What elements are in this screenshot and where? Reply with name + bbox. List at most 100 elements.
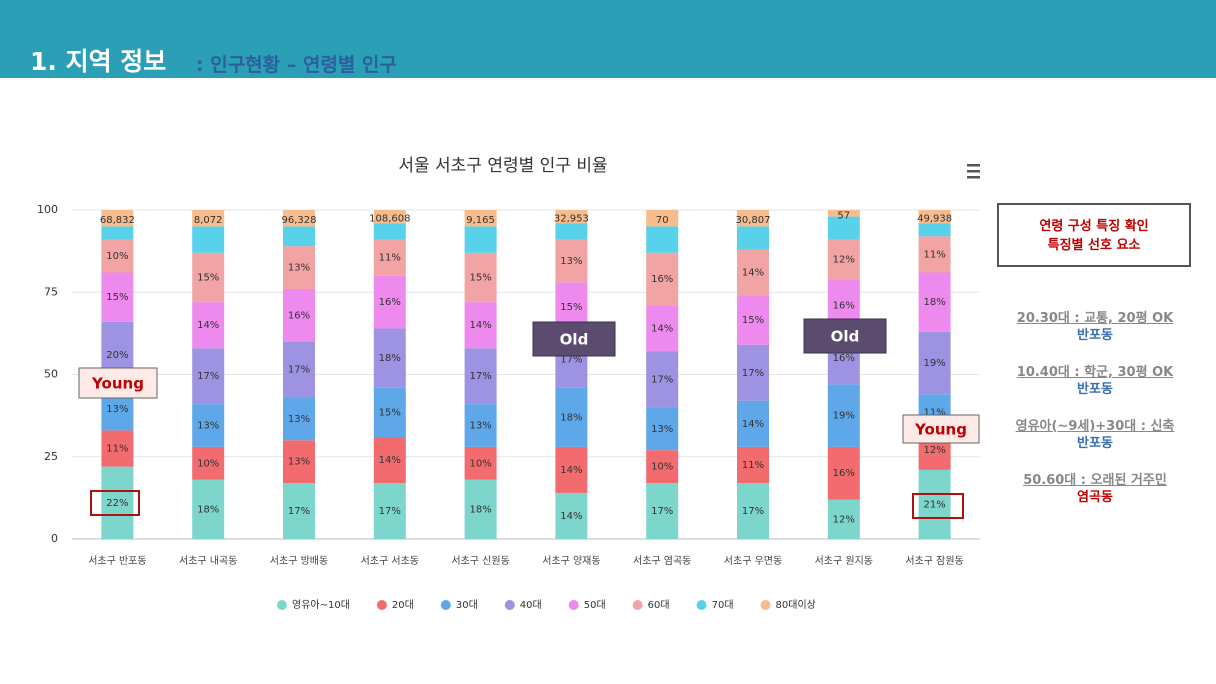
data-label: 20%	[106, 350, 128, 361]
bar-segment	[827, 499, 860, 539]
bar-segment	[464, 446, 497, 480]
bar-segment	[918, 210, 951, 224]
bar-segment	[373, 210, 406, 224]
note-text: 20.30대 : 교통, 20평 OK	[1016, 311, 1174, 326]
bar-segment	[101, 466, 134, 539]
data-label: 17%	[742, 506, 764, 517]
bar-segment	[737, 400, 769, 447]
data-label: 13%	[197, 420, 219, 431]
bar-segment	[283, 397, 315, 441]
bar-segment	[373, 239, 406, 276]
header-subtitle: : 인구현황 – 연령별 인구	[196, 54, 397, 76]
legend-swatch	[504, 600, 515, 610]
bar-segment	[646, 305, 679, 352]
data-label: 10%	[106, 251, 128, 262]
bar-segment	[737, 226, 769, 250]
legend-label: 60대	[648, 599, 670, 611]
note: 10.40대 : 학군, 30평 OK 반포동	[1000, 364, 1190, 398]
data-label: 17%	[379, 506, 401, 517]
total-label: 30,807	[736, 215, 771, 226]
data-label: 14%	[560, 511, 582, 522]
data-label: 12%	[833, 514, 855, 525]
bar-segment	[283, 440, 315, 484]
x-tick-label: 서초구 양재동	[542, 555, 600, 567]
bar-segment	[737, 483, 769, 539]
annotation-box	[78, 367, 158, 399]
data-label: 18%	[197, 504, 219, 515]
annotation: Old	[831, 328, 860, 346]
data-label: 12%	[833, 254, 855, 265]
bar-segment	[101, 226, 134, 240]
data-label: 14%	[197, 320, 219, 331]
data-label: 18%	[469, 504, 491, 515]
bar-segment	[192, 302, 225, 349]
y-tick-label: 75	[44, 285, 58, 298]
bar-segment	[283, 288, 315, 342]
menu-icon[interactable]	[967, 164, 980, 179]
bar-segment	[555, 210, 588, 224]
legend-swatch	[277, 600, 287, 610]
total-label: 70	[656, 215, 669, 226]
bar-segment	[373, 223, 406, 240]
bar-segment	[192, 210, 225, 227]
note: 영유아(~9세)+30대 : 신축 반포동	[1000, 418, 1190, 452]
x-tick-label: 서초구 방배동	[270, 555, 328, 567]
bar-segment	[373, 328, 406, 388]
bar-segment	[918, 236, 951, 273]
legend-label: 70대	[712, 599, 734, 611]
data-label: 10%	[469, 458, 491, 469]
y-tick-label: 50	[44, 368, 58, 381]
bar-segment	[555, 239, 588, 283]
data-label: 15%	[560, 302, 582, 313]
total-label: 49,938	[917, 214, 952, 225]
data-label: 14%	[560, 465, 582, 476]
legend-label: 30대	[456, 599, 478, 611]
x-tick-label: 서초구 원지동	[815, 555, 873, 567]
bar-segment	[283, 483, 315, 539]
highlight-box	[90, 490, 140, 516]
data-label: 13%	[651, 424, 673, 435]
legend-label: 20대	[392, 599, 414, 611]
data-label: 13%	[106, 404, 128, 415]
data-label: 11%	[923, 407, 945, 418]
bar-segment	[737, 446, 769, 484]
bar-segment	[101, 272, 134, 322]
bar-segment	[192, 348, 225, 405]
data-label: 14%	[469, 320, 491, 331]
bar-segment	[101, 210, 134, 227]
bar-segment	[918, 469, 951, 539]
data-label: 19%	[923, 358, 945, 369]
data-label: 13%	[288, 263, 310, 274]
note-area: 염곡동	[1077, 490, 1113, 505]
bar-segment	[373, 483, 406, 539]
data-label: 18%	[379, 353, 401, 364]
x-tick-label: 서초구 잠원동	[905, 555, 963, 567]
bar-segment	[646, 351, 679, 408]
data-label: 13%	[288, 414, 310, 425]
data-label: 14%	[742, 419, 764, 430]
bar-segment	[373, 387, 406, 438]
y-tick-label: 0	[51, 532, 58, 545]
legend-label: 50대	[584, 599, 606, 611]
data-label: 16%	[288, 310, 310, 321]
data-label: 14%	[742, 268, 764, 279]
data-label: 17%	[651, 506, 673, 517]
y-tick-label: 100	[37, 203, 58, 216]
data-label: 14%	[379, 455, 401, 466]
bar-segment	[827, 216, 860, 240]
x-tick-label: 서초구 반포동	[88, 555, 146, 567]
data-label: 15%	[469, 272, 491, 283]
bar-segment	[283, 246, 315, 289]
legend-swatch	[760, 600, 771, 610]
data-label: 18%	[923, 297, 945, 308]
data-label: 18%	[560, 412, 582, 423]
total-label: 9,165	[466, 215, 495, 226]
legend-label: 40대	[520, 599, 542, 611]
data-label: 15%	[197, 272, 219, 283]
data-label: 16%	[833, 353, 855, 364]
annotation-box	[902, 414, 980, 444]
annotation: Young	[914, 421, 967, 439]
data-label: 16%	[833, 468, 855, 479]
data-label: 22%	[106, 498, 128, 509]
